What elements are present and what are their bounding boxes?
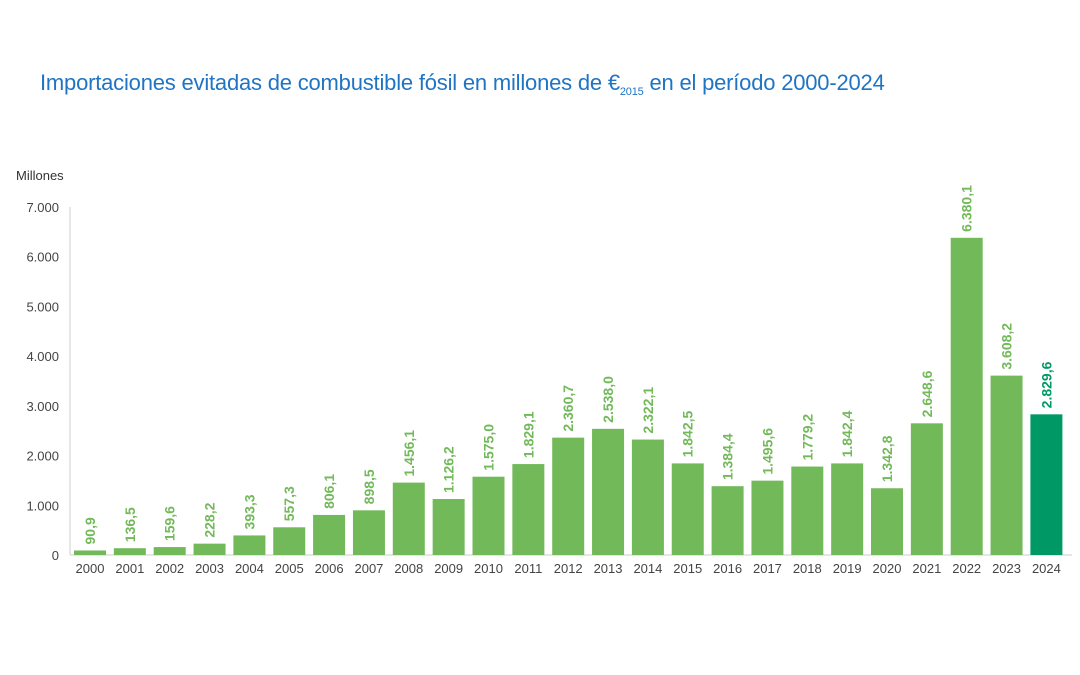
data-label: 1.126,2 xyxy=(441,446,457,493)
x-tick-label: 2005 xyxy=(275,561,304,576)
x-tick-label: 2022 xyxy=(952,561,981,576)
y-tick-label: 5.000 xyxy=(26,299,59,314)
bar-2010 xyxy=(472,476,505,555)
x-tick-label: 2018 xyxy=(793,561,822,576)
y-tick-label: 0 xyxy=(52,548,59,563)
x-tick-label: 2024 xyxy=(1032,561,1061,576)
data-label: 1.779,2 xyxy=(799,414,815,461)
data-label: 1.842,4 xyxy=(839,410,855,457)
bar-2018 xyxy=(791,466,824,555)
data-label: 1.575,0 xyxy=(481,424,497,471)
x-tick-label: 2013 xyxy=(594,561,623,576)
y-tick-label: 6.000 xyxy=(26,250,59,265)
data-label: 2.829,6 xyxy=(1038,361,1054,408)
bar-2002 xyxy=(153,547,186,555)
bar-2021 xyxy=(910,423,943,555)
y-tick-label: 4.000 xyxy=(26,349,59,364)
data-label: 2.360,7 xyxy=(560,385,576,432)
x-tick-label: 2009 xyxy=(434,561,463,576)
bar-2014 xyxy=(631,439,664,555)
data-label: 6.380,1 xyxy=(959,185,975,232)
bar-2000 xyxy=(74,550,106,555)
bar-2007 xyxy=(352,510,385,555)
x-tick-label: 2010 xyxy=(474,561,503,576)
x-tick-label: 2003 xyxy=(195,561,224,576)
data-label: 1.384,4 xyxy=(720,433,736,480)
data-label: 806,1 xyxy=(321,474,337,509)
x-tick-label: 2021 xyxy=(912,561,941,576)
bar-2005 xyxy=(273,527,306,555)
bar-2016 xyxy=(711,486,744,555)
data-label: 898,5 xyxy=(361,469,377,504)
data-label: 1.495,6 xyxy=(759,428,775,475)
data-label: 159,6 xyxy=(162,506,178,541)
y-tick-label: 1.000 xyxy=(26,498,59,513)
x-tick-label: 2000 xyxy=(76,561,105,576)
data-label: 136,5 xyxy=(122,507,138,542)
x-tick-label: 2007 xyxy=(354,561,383,576)
y-axis-label: Millones xyxy=(16,168,64,183)
data-label: 3.608,2 xyxy=(999,323,1015,370)
bar-2020 xyxy=(871,488,903,555)
y-tick-label: 7.000 xyxy=(26,200,59,215)
bar-2009 xyxy=(432,499,465,555)
bar-2015 xyxy=(671,463,704,555)
bar-2011 xyxy=(512,464,545,555)
x-tick-label: 2014 xyxy=(633,561,662,576)
x-tick-label: 2016 xyxy=(713,561,742,576)
y-tick-label: 2.000 xyxy=(26,449,59,464)
x-tick-label: 2011 xyxy=(514,561,542,576)
x-tick-label: 2008 xyxy=(394,561,423,576)
title-suffix: en el período 2000-2024 xyxy=(643,70,885,95)
x-tick-label: 2006 xyxy=(315,561,344,576)
x-tick-label: 2019 xyxy=(833,561,862,576)
bar-2017 xyxy=(751,480,784,555)
x-tick-label: 2017 xyxy=(753,561,782,576)
data-label: 1.456,1 xyxy=(401,430,417,477)
bar-2006 xyxy=(313,514,346,555)
data-label: 90,9 xyxy=(82,517,98,544)
data-label: 557,3 xyxy=(281,486,297,521)
bar-2013 xyxy=(592,428,625,555)
bar-2008 xyxy=(392,482,425,555)
bar-2024 xyxy=(1030,414,1063,555)
data-label: 2.538,0 xyxy=(600,376,616,423)
title-subscript: 2015 xyxy=(619,86,644,98)
bar-2023 xyxy=(990,375,1023,555)
data-label: 1.842,5 xyxy=(680,410,696,457)
x-tick-label: 2023 xyxy=(992,561,1021,576)
x-tick-label: 2001 xyxy=(115,561,144,576)
bar-2022 xyxy=(950,237,983,556)
data-label: 228,2 xyxy=(202,502,218,537)
x-tick-label: 2012 xyxy=(554,561,583,576)
data-label: 1.342,8 xyxy=(879,435,895,482)
bar-2001 xyxy=(113,548,146,555)
x-tick-label: 2015 xyxy=(673,561,702,576)
data-label: 2.322,1 xyxy=(640,387,656,434)
bar-2004 xyxy=(233,535,266,555)
data-label: 2.648,6 xyxy=(919,370,935,417)
bar-2003 xyxy=(193,543,226,555)
bar-2019 xyxy=(831,463,864,555)
title-main: Importaciones evitadas de combustible fó… xyxy=(40,70,620,95)
x-tick-label: 2002 xyxy=(155,561,184,576)
chart-title: Importaciones evitadas de combustible fó… xyxy=(40,70,885,98)
bar-2012 xyxy=(552,437,585,555)
data-label: 393,3 xyxy=(241,494,257,529)
data-label: 1.829,1 xyxy=(520,411,536,458)
y-tick-label: 3.000 xyxy=(26,399,59,414)
x-tick-label: 2020 xyxy=(873,561,902,576)
x-tick-label: 2004 xyxy=(235,561,264,576)
